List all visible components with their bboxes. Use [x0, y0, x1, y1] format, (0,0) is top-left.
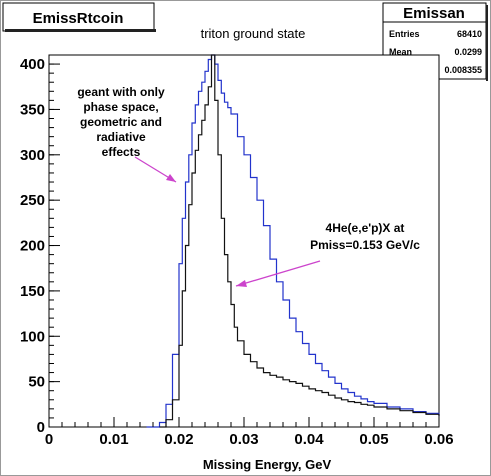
y-tick-label: 350: [20, 101, 45, 118]
stats-entries-label: Entries: [389, 29, 420, 39]
series-layer: [146, 54, 440, 428]
annotation-geant-line-3: geometric and: [80, 115, 162, 129]
x-tick-label: 0.04: [294, 431, 324, 448]
annotation-geant-line-1: geant with only: [77, 85, 165, 99]
x-tick-label: 0.02: [164, 431, 193, 448]
annotation-geant: geant with only phase space, geometric a…: [77, 85, 165, 159]
annotation-4he-line-2: Pmiss=0.153 GeV/c: [310, 238, 420, 252]
series-line-1: [159, 54, 440, 428]
x-tick-label: 0.06: [424, 431, 453, 448]
x-tick-label: 0: [45, 431, 53, 448]
annotation-geant-line-4: radiative: [96, 130, 146, 144]
stats-entries-value: 68410: [457, 29, 482, 39]
y-tick-label: 100: [20, 328, 45, 345]
annotation-4he-line-1: 4He(e,e'p)X at: [326, 221, 405, 235]
x-axis-label: Missing Energy, GeV: [203, 457, 332, 472]
x-tick-label: 0.05: [359, 431, 388, 448]
x-tick-label: 0.03: [229, 431, 258, 448]
title-box-shadow: [5, 29, 156, 32]
x-axis: 0 0.01 0.02 0.03 0.04 0.05 0.06: [45, 417, 454, 448]
annotation-geant-line-2: phase space,: [83, 100, 158, 114]
x-tick-label: 0.01: [99, 431, 128, 448]
annotation-arrowhead-4he: [236, 280, 247, 287]
stats-mean-label: Mean: [389, 47, 412, 57]
stats-mean-value: 0.0299: [454, 47, 482, 57]
y-tick-label: 200: [20, 238, 45, 255]
y-tick-label: 0: [37, 419, 45, 436]
stats-box-shadow: [486, 5, 488, 81]
y-tick-label: 250: [20, 192, 45, 209]
y-tick-label: 150: [20, 283, 45, 300]
annotation-arrow-4he: [235, 260, 321, 287]
annotation-4he: 4He(e,e'p)X at Pmiss=0.153 GeV/c: [310, 221, 420, 252]
plot-subtitle: triton ground state: [201, 26, 306, 41]
stats-title: Emissan: [403, 5, 465, 22]
annotation-geant-line-5: effects: [102, 145, 141, 159]
y-axis: 0 50 100 150 200 250 300 350 400: [20, 54, 60, 436]
y-tick-label: 300: [20, 147, 45, 164]
plot-area: [48, 54, 440, 428]
y-tick-label: 400: [20, 56, 45, 73]
series-line-0: [146, 54, 440, 428]
y-tick-label: 50: [28, 374, 45, 391]
histogram-title: EmissRtcoin: [33, 10, 124, 27]
stats-rms-value: 0.008355: [444, 65, 482, 75]
annotation-arrowhead-geant: [166, 174, 176, 182]
